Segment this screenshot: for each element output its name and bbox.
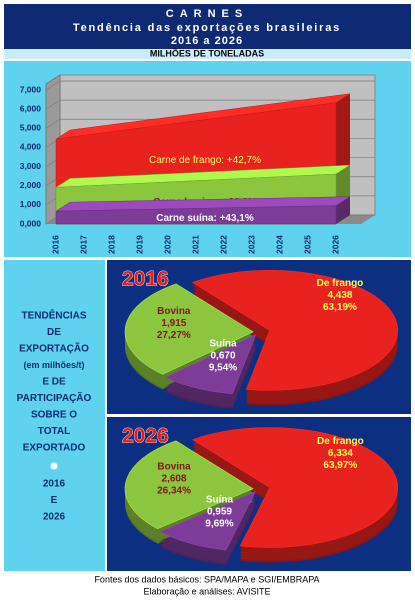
slice-category: Bovina [157,462,191,473]
area-side [336,196,350,224]
side-text: 2026 [43,512,66,523]
x-tick-label: 2017 [78,235,88,254]
slice-percent: 27,27% [157,330,191,341]
pie-slice [159,490,257,551]
slice-percent: 63,97% [323,460,357,471]
unit-band [4,49,411,59]
y-tick-label: 5,000 [20,123,42,133]
slice-percent: 63,19% [323,302,357,313]
pie-slice [164,334,257,394]
footer-line: Elaboração e análises: AVISITE [144,586,271,596]
x-tick-label: 2020 [162,235,172,254]
slice-amount: 2,608 [162,474,187,485]
y-tick-label: 0,000 [20,218,42,228]
header-band [4,4,411,56]
x-tick-label: 2023 [246,235,256,254]
area-label: Carne suína: +43,1% [156,213,254,224]
x-tick-label: 2022 [218,235,228,254]
pie-title: 2026 [122,425,169,448]
bullet [50,462,58,470]
side-text: EXPORTADO [23,443,86,454]
x-tick-label: 2016 [50,235,60,254]
x-tick-label: 2025 [302,235,312,254]
pie-title: 2016 [122,268,169,291]
side-text: E [51,495,58,506]
side-text: 2016 [43,479,66,490]
y-tick-label: 1,000 [20,199,42,209]
y-tick-label: 4,000 [20,142,42,152]
slice-category: Suína [206,495,234,506]
footer-line: Fontes dos dados básicos: SPA/MAPA e SGI… [94,574,319,584]
header-subtitle: Tendência das exportações brasileiras [73,22,341,34]
side-text: E DE [42,377,66,388]
x-tick-label: 2026 [330,235,340,254]
header-unit: MILHÕES DE TONELADAS [150,48,264,58]
grid-line [45,99,375,110]
y-tick-label: 2,000 [20,180,42,190]
side-text: PARTICIPAÇÃO [17,391,92,404]
slice-amount: 0,959 [207,507,232,518]
grid-line [45,80,375,91]
header-title: CARNES [166,8,248,20]
pie-slice [124,283,254,375]
slice-percent: 9,69% [205,519,233,530]
slice-amount: 6,334 [328,448,353,459]
y-tick-label: 3,000 [20,161,42,171]
side-text: TOTAL [38,426,70,437]
slice-amount: 4,438 [327,290,352,301]
x-tick-label: 2019 [134,235,144,254]
side-text: (em milhões/t) [23,360,84,370]
pie-slice [191,270,398,391]
x-tick-label: 2024 [274,235,284,254]
slice-amount: 1,915 [161,318,186,329]
side-text: SOBRE O [31,410,77,421]
header-period: 2016 a 2026 [171,35,243,47]
slice-category: De frango [317,278,364,289]
slice-percent: 9,54% [209,363,237,374]
side-text: TENDÊNCIAS [21,309,86,322]
y-tick-label: 6,000 [20,103,42,113]
side-panel [4,260,105,571]
pie-slice [192,427,399,548]
slice-amount: 0,670 [210,351,235,362]
area [55,205,337,225]
y-tick-label: 7,000 [20,84,42,94]
slice-percent: 26,34% [157,486,191,497]
x-tick-label: 2021 [190,235,200,254]
slice-category: Bovina [157,306,191,317]
area-label: Carne de frango: +42,7% [149,155,261,166]
x-tick-label: 2018 [106,235,116,254]
pie-slice [124,440,254,530]
side-text: EXPORTAÇÃO [19,342,89,355]
side-text: DE [47,327,61,338]
slice-category: Suína [209,339,237,350]
slice-category: De frango [317,436,364,447]
